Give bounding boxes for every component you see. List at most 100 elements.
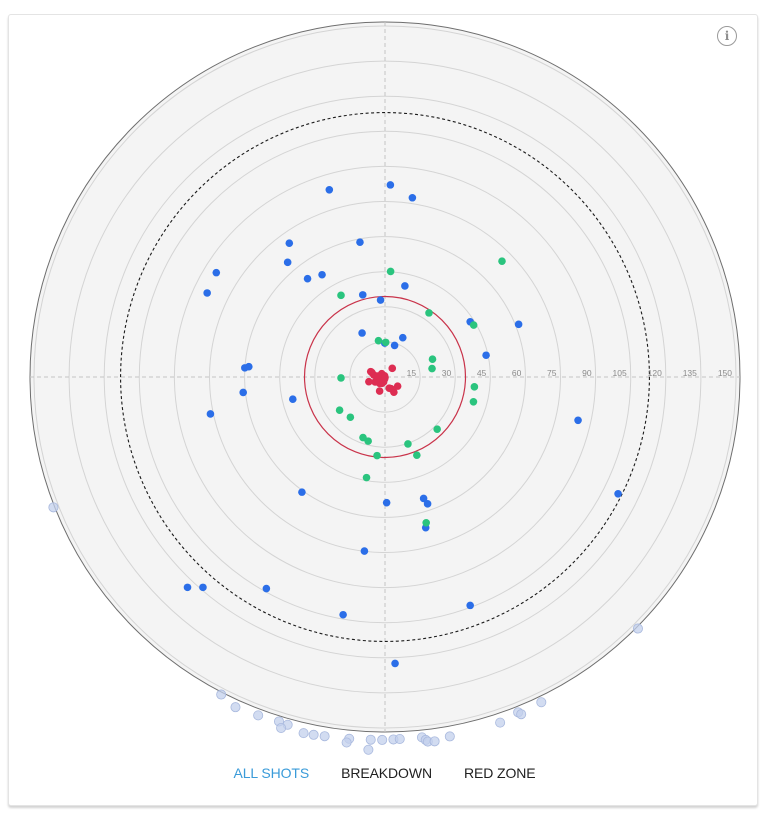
ring-105 xyxy=(138,130,632,624)
shot-point-blue xyxy=(298,488,306,496)
shot-point-blue xyxy=(206,410,215,418)
shot-point-blue xyxy=(318,270,326,279)
shot-point-green xyxy=(337,374,345,382)
ring-label-30: 30 xyxy=(442,368,452,378)
ring-label-105: 105 xyxy=(613,368,627,378)
tab-all-shots[interactable]: ALL SHOTS xyxy=(233,765,310,781)
ring-45 xyxy=(279,271,491,483)
shot-point-blue xyxy=(398,333,407,342)
shot-point-blue xyxy=(574,416,582,425)
shot-point-blue xyxy=(419,494,428,503)
shot-point-faded xyxy=(394,733,405,744)
ring-label-120: 120 xyxy=(648,368,662,378)
shot-point-green xyxy=(428,355,437,364)
shot-point-blue xyxy=(199,583,207,592)
shot-point-green xyxy=(346,413,355,422)
shot-point-green xyxy=(469,321,478,329)
shot-point-green xyxy=(404,440,412,448)
shot-point-red xyxy=(375,387,384,395)
shot-point-faded xyxy=(536,697,547,708)
shot-point-faded xyxy=(253,710,264,721)
shot-point-faded xyxy=(363,744,374,755)
shot-point-faded xyxy=(632,623,643,634)
shot-point-green xyxy=(469,398,478,406)
shot-point-faded xyxy=(298,728,309,739)
ring-label-90: 90 xyxy=(582,368,592,378)
tab-breakdown[interactable]: BREAKDOWN xyxy=(341,765,432,781)
shot-point-blue xyxy=(360,547,369,555)
shot-point-green xyxy=(428,364,436,373)
shot-point-faded xyxy=(319,731,330,742)
shot-point-red xyxy=(385,384,394,393)
shot-point-blue xyxy=(289,395,297,404)
shot-point-blue xyxy=(183,583,192,592)
shot-point-green xyxy=(386,267,395,276)
shot-point-faded xyxy=(377,734,388,745)
dashed-ring xyxy=(120,112,650,642)
shot-point-blue xyxy=(401,282,409,290)
shot-point-green xyxy=(413,451,421,459)
shot-point-blue xyxy=(325,186,334,194)
ring-30 xyxy=(314,306,456,448)
shot-point-blue xyxy=(303,274,312,283)
shot-point-faded xyxy=(308,729,319,740)
info-icon[interactable]: i xyxy=(717,26,737,46)
shot-point-blue xyxy=(285,239,294,247)
shot-point-faded xyxy=(216,689,227,700)
shot-point-blue xyxy=(241,364,249,372)
shot-point-green xyxy=(373,451,381,460)
shot-point-green xyxy=(362,473,371,482)
shot-point-green xyxy=(422,518,430,527)
shot-point-green xyxy=(364,437,372,445)
shot-point-faded xyxy=(444,731,455,742)
shot-point-green xyxy=(335,406,344,415)
shot-point-green xyxy=(374,336,383,345)
shot-point-green xyxy=(498,257,506,265)
shot-point-blue xyxy=(391,659,399,668)
shot-point-blue xyxy=(466,601,474,610)
ring-135 xyxy=(68,60,702,694)
shot-point-faded xyxy=(429,736,440,747)
ring-label-45: 45 xyxy=(477,368,487,378)
shot-point-faded xyxy=(516,709,527,720)
ring-60 xyxy=(244,236,526,518)
shot-point-faded xyxy=(48,502,59,513)
shot-point-blue xyxy=(482,351,490,360)
shot-point-red xyxy=(388,364,397,373)
shot-point-blue xyxy=(358,291,367,299)
shot-point-blue xyxy=(376,296,385,304)
shot-point-red xyxy=(373,372,382,380)
shot-point-blue xyxy=(386,181,395,189)
shot-point-green xyxy=(425,309,433,317)
shot-point-faded xyxy=(365,734,376,745)
shot-point-blue xyxy=(283,258,292,267)
shot-point-red xyxy=(381,373,389,382)
ring-90 xyxy=(173,165,597,589)
shot-point-blue xyxy=(358,329,366,337)
shot-point-green xyxy=(337,291,345,300)
shot-point-faded xyxy=(341,737,352,748)
shot-point-blue xyxy=(339,610,347,619)
chart-tabs: ALL SHOTS BREAKDOWN RED ZONE xyxy=(0,762,769,786)
shot-point-faded xyxy=(276,723,287,734)
shot-point-faded xyxy=(495,717,506,728)
shot-point-green xyxy=(381,338,390,347)
shot-point-blue xyxy=(212,268,221,277)
ring-label-15: 15 xyxy=(407,368,417,378)
shot-point-blue xyxy=(382,498,391,507)
ring-75 xyxy=(209,201,561,553)
ring-label-150: 150 xyxy=(718,368,732,378)
shot-point-red xyxy=(393,382,402,390)
shot-point-blue xyxy=(514,320,523,329)
tab-red-zone[interactable]: RED ZONE xyxy=(463,765,536,781)
shot-point-green xyxy=(433,425,441,433)
ring-120 xyxy=(103,95,667,659)
shot-point-red xyxy=(366,367,375,376)
shot-point-blue xyxy=(356,238,364,247)
shot-point-blue xyxy=(614,489,622,498)
shot-point-blue xyxy=(262,584,271,593)
shot-point-faded xyxy=(230,702,241,713)
shot-point-blue xyxy=(203,289,211,297)
shot-point-green xyxy=(470,383,479,391)
